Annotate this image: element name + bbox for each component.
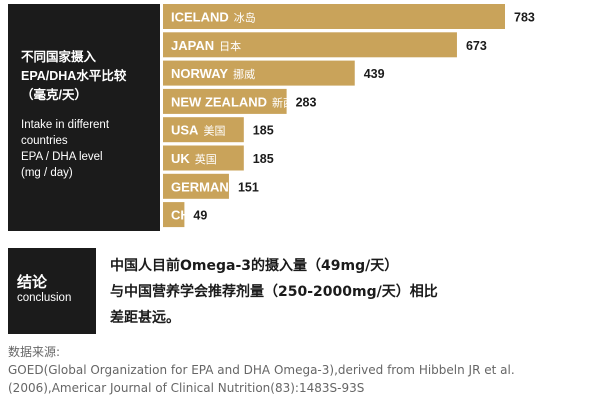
bar <box>163 173 229 199</box>
bar-value-label: 151 <box>238 180 259 194</box>
bar-row: ICELAND 冰岛 783 <box>163 4 535 29</box>
conclusion-label-cn: 结论 <box>17 274 48 291</box>
title-en-line-3: EPA / DHA level <box>21 151 103 163</box>
category-cn: 中国 <box>217 210 239 223</box>
bar <box>163 202 185 228</box>
category-en: UK <box>171 151 190 166</box>
category-cn: 英国 <box>195 152 217 166</box>
category-cn: 美国 <box>203 125 225 138</box>
bar-row: CHINA 中国 49 <box>163 202 239 228</box>
conclusion-label-box: 结论 conclusion <box>8 248 96 334</box>
bar-value-label: 439 <box>364 67 385 81</box>
conclusion-label-en: conclusion <box>17 292 72 304</box>
bar-row: UK 英国 185 <box>163 145 274 171</box>
data-source: 数据来源: GOED(Global Organization for EPA a… <box>8 343 603 397</box>
bar-row: JAPAN 日本 673 <box>163 32 487 58</box>
title-en-line-2: countries <box>21 135 68 147</box>
title-cn-line-1: 不同国家摄入 <box>21 50 97 64</box>
category-cn: 挪威 <box>233 67 255 81</box>
chart-title-panel: 不同国家摄入 EPA/DHA水平比较 （毫克/天） Intake in diff… <box>8 4 160 231</box>
category-en: NORWAY <box>171 66 228 81</box>
bar-category-label: ICELAND 冰岛 <box>171 10 256 25</box>
bar-category-label: GERMANY 德国 <box>171 179 264 194</box>
bar-value-label: 49 <box>193 209 207 223</box>
bar-row: NORWAY 挪威 439 <box>163 60 385 86</box>
category-en: CHINA <box>171 208 213 223</box>
source-line-1: GOED(Global Organization for EPA and DHA… <box>8 363 515 377</box>
bar-category-label: UK 英国 <box>171 151 217 166</box>
title-cn-line-3: （毫克/天） <box>21 88 87 102</box>
category-en: USA <box>171 123 199 138</box>
bar <box>163 88 287 114</box>
title-en-block: Intake in different countries EPA / DHA … <box>21 117 150 181</box>
bar-value-label: 783 <box>514 11 535 25</box>
bar-value-label: 185 <box>253 152 274 166</box>
bar-category-label: JAPAN 日本 <box>171 38 241 53</box>
bar-category-label: CHINA 中国 <box>171 208 239 223</box>
bar <box>163 117 244 143</box>
bar-category-label: NORWAY 挪威 <box>171 66 255 81</box>
bar-value-label: 185 <box>253 124 274 138</box>
bar <box>163 60 355 86</box>
category-cn: 日本 <box>219 39 241 53</box>
bar <box>163 4 505 29</box>
bar-row: USA 美国 185 <box>163 117 274 143</box>
category-cn: 新西兰 <box>272 95 305 109</box>
category-en: GERMANY <box>171 179 238 194</box>
category-en: NEW ZEALAND <box>171 94 267 109</box>
conclusion-line-2: 与中国营养学会推荐剂量（250-2000mg/天）相比 <box>110 284 438 300</box>
title-cn-line-2: EPA/DHA水平比较 <box>21 69 127 83</box>
source-line-2: (2006),Americar Journal of Clinical Nutr… <box>8 381 365 395</box>
source-label: 数据来源: <box>8 345 61 359</box>
bar <box>163 145 244 171</box>
title-en-line-4: (mg / day) <box>21 167 73 179</box>
bar-category-label: NEW ZEALAND 新西兰 <box>171 94 305 109</box>
intake-bar-chart: ICELAND 冰岛 783 JAPAN 日本 673 NORWAY 挪威 439 NEW ZEA… <box>163 4 535 228</box>
conclusion-text: 中国人目前Omega-3的摄入量（49mg/天） 与中国营养学会推荐剂量（250… <box>110 253 600 331</box>
bar-category-label: USA 美国 <box>171 123 225 138</box>
bar-value-label: 283 <box>296 95 317 109</box>
conclusion-line-1: 中国人目前Omega-3的摄入量（49mg/天） <box>110 258 399 274</box>
bar-value-label: 673 <box>466 39 487 53</box>
title-en-line-1: Intake in different <box>21 119 110 131</box>
category-cn: 冰岛 <box>234 11 256 25</box>
category-en: ICELAND <box>171 10 229 25</box>
bar <box>163 32 457 58</box>
category-cn: 德国 <box>242 180 264 194</box>
category-en: JAPAN <box>171 38 214 53</box>
conclusion-line-3: 差距甚远。 <box>110 310 180 326</box>
